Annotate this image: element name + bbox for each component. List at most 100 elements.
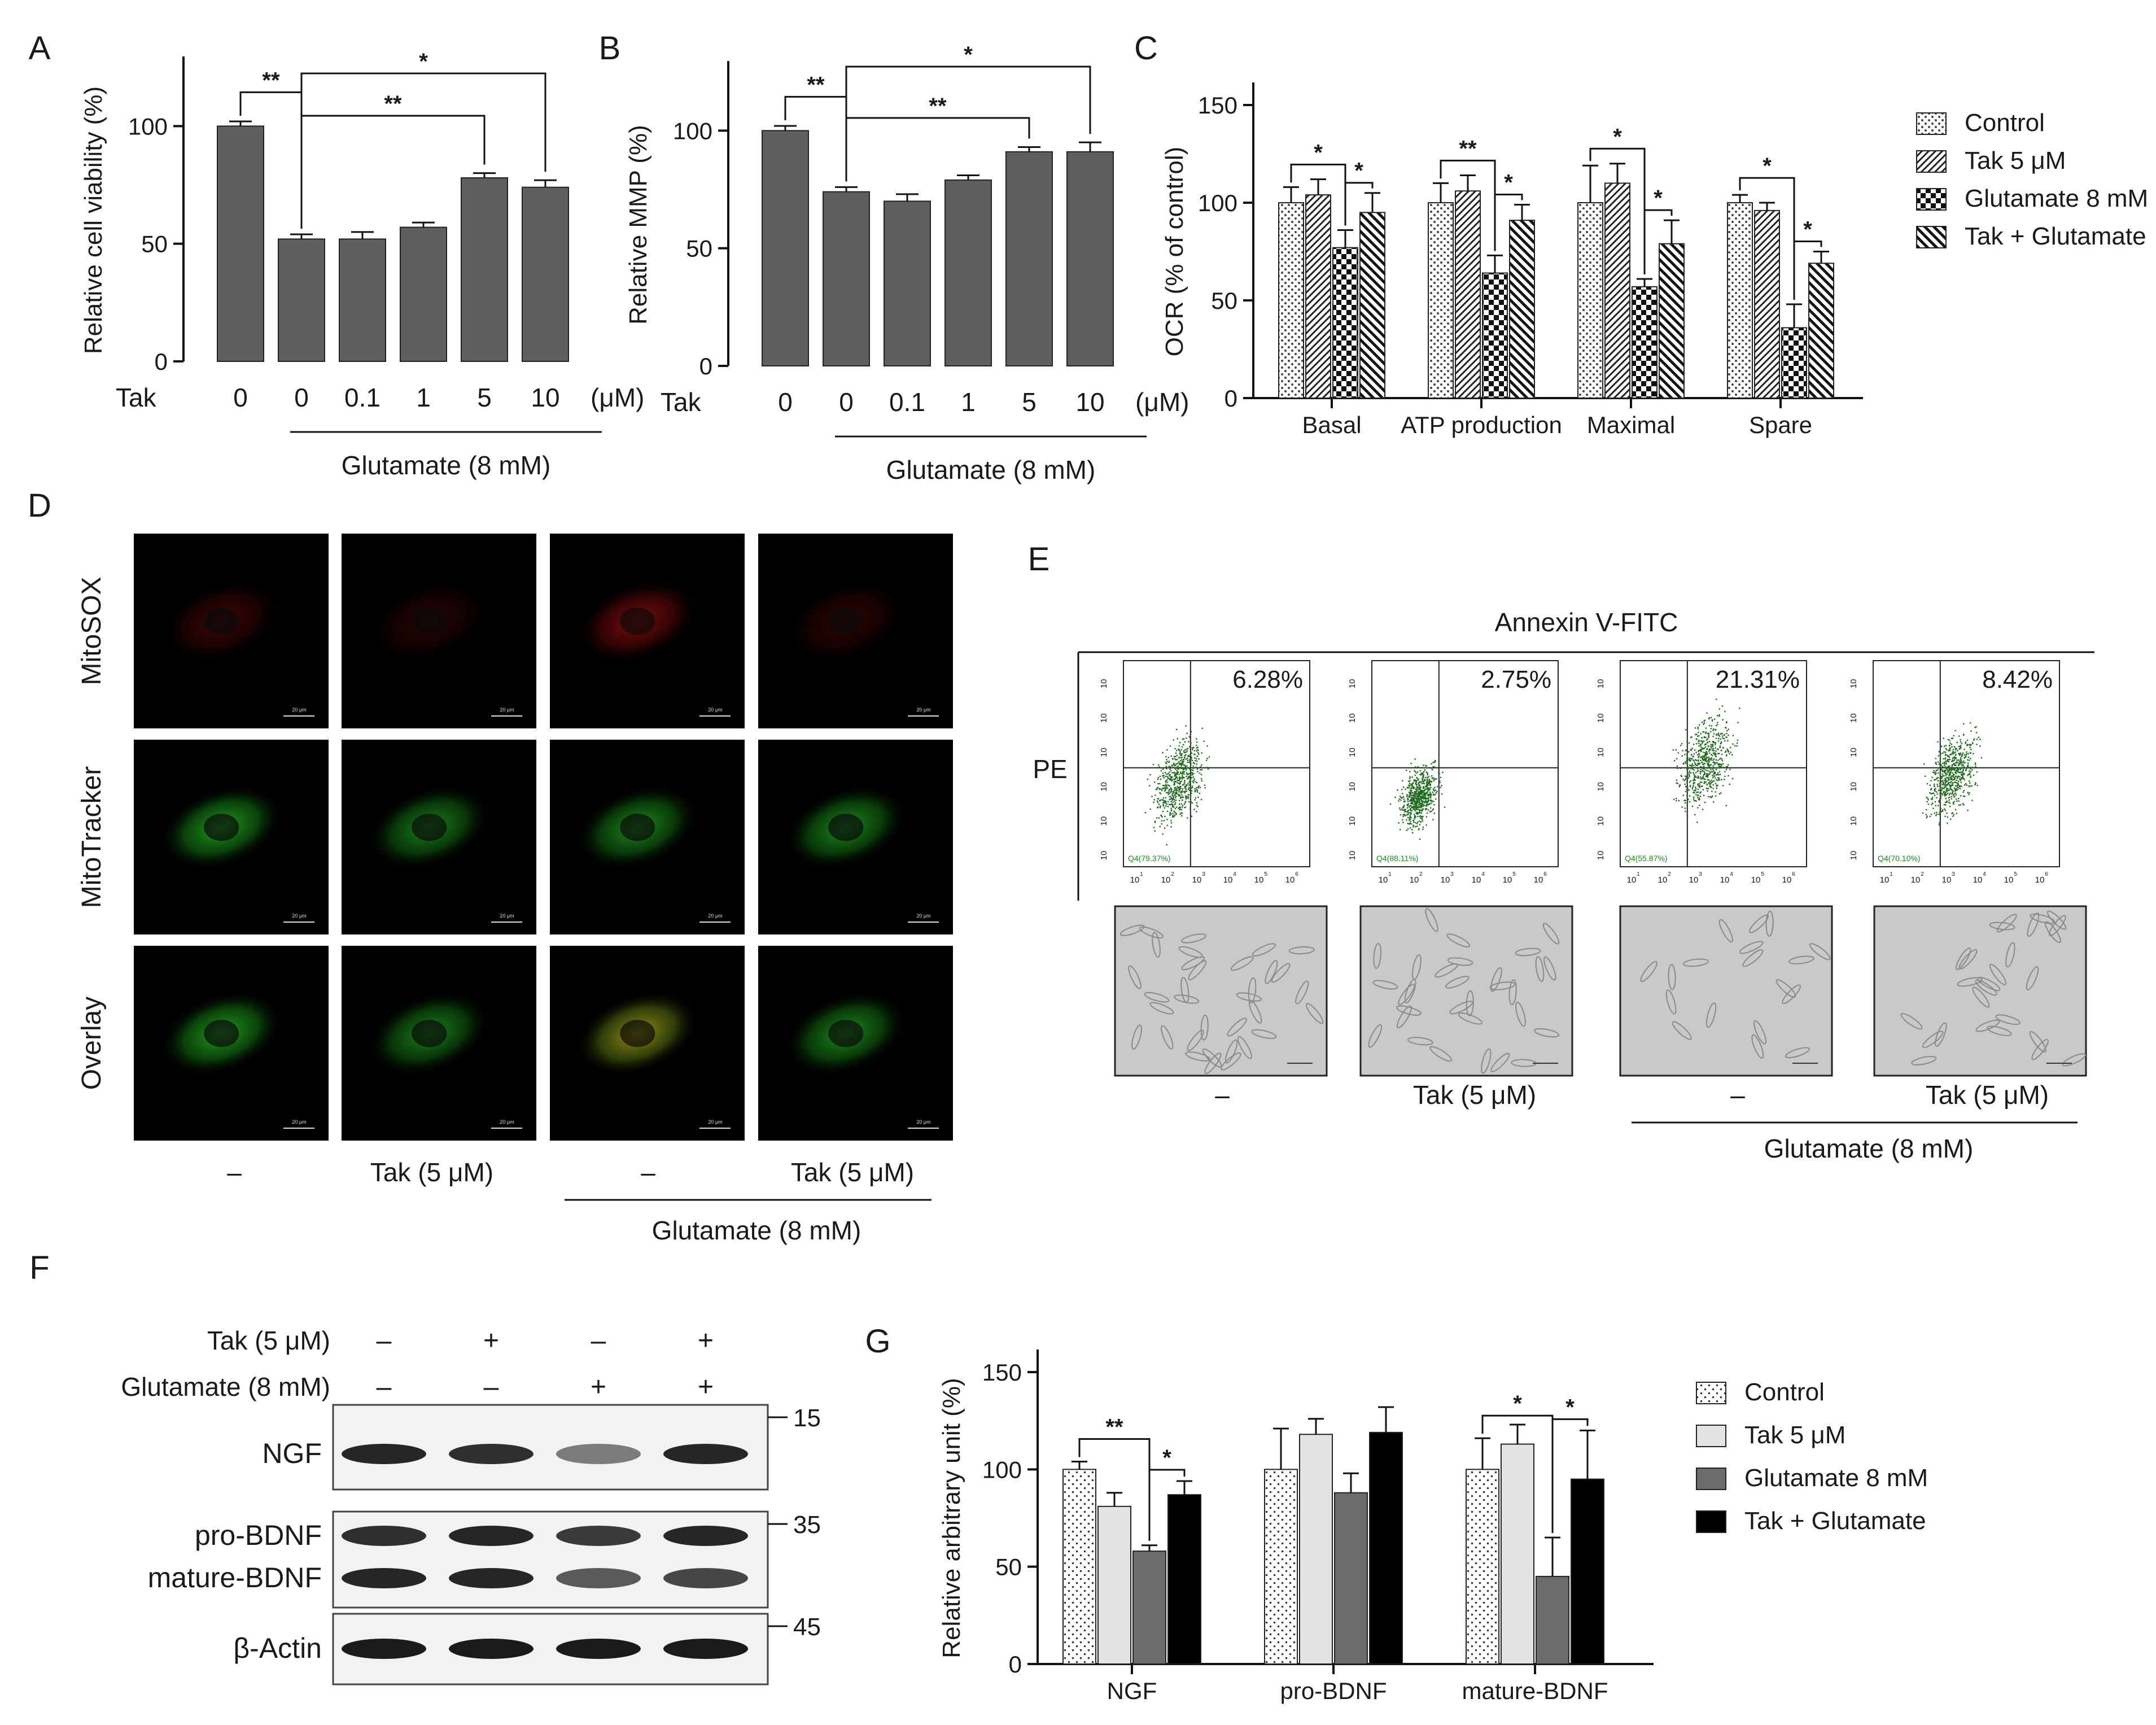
e-scatter-dot — [1944, 793, 1946, 794]
e-scatter-dot — [1948, 768, 1950, 770]
e-cell-outline — [1128, 965, 1142, 989]
a-x-tick-label: 0 — [294, 383, 309, 412]
e-scatter-dot — [1958, 787, 1960, 789]
e-scatter-dot — [1953, 735, 1954, 737]
e-scatter-dot — [1189, 767, 1191, 769]
e-scatter-dot — [1951, 782, 1953, 784]
e-scatter-dot — [1157, 802, 1159, 803]
e-scatter-dot — [1938, 824, 1940, 826]
e-scatter-dot — [1168, 761, 1170, 763]
e-scatter-dot — [1187, 748, 1189, 749]
e-cell-outline — [1429, 1046, 1453, 1062]
e-scatter-dot — [1171, 810, 1173, 811]
e-scatter-dot — [1193, 780, 1195, 781]
e-scatter-dot — [1941, 794, 1943, 796]
e-scatter-frame — [1123, 660, 1310, 867]
e-scatter-dot — [1717, 763, 1718, 765]
e-scatter-dot — [1934, 774, 1936, 775]
e-scatter-dot — [1699, 763, 1701, 765]
e-scatter-dot — [1976, 739, 1978, 740]
e-scatter-dot — [1400, 814, 1402, 816]
e-scatter-dot — [1415, 803, 1416, 806]
e-scatter-dot — [1685, 729, 1687, 731]
a-y-tick-label: 0 — [155, 348, 168, 375]
e-scatter-dot — [1686, 780, 1688, 782]
e-scatter-dot — [1702, 809, 1704, 810]
e-scatter-dot — [1940, 778, 1943, 779]
e-scatter-dot — [1418, 809, 1420, 811]
e-scatter-dot — [1946, 773, 1948, 775]
e-scatter-dot — [1412, 826, 1414, 828]
e-scatter-plot: 21.31%Q4(55.87%)101101021010310104101051… — [1596, 660, 1807, 885]
e-scatter-dot — [1184, 806, 1186, 809]
e-cell-outline — [1955, 947, 1971, 971]
b-bar — [1005, 151, 1053, 366]
f-blot-band — [556, 1526, 641, 1546]
e-scatter-dot — [1411, 792, 1414, 794]
e-scatter-dot — [1961, 774, 1962, 776]
e-scatter-dot — [1695, 739, 1697, 740]
e-x-tick-exponent: 1 — [1140, 871, 1143, 877]
e-scatter-dot — [1411, 803, 1412, 805]
e-scatter-dot — [1699, 799, 1700, 801]
e-scatter-dot — [1179, 752, 1182, 754]
e-scatter-dot — [1713, 758, 1715, 760]
e-scatter-dot — [1715, 754, 1716, 755]
e-scatter-dot — [1960, 745, 1962, 746]
e-scatter-dot — [1960, 741, 1962, 743]
e-x-tick-label: 10 — [1751, 875, 1761, 885]
e-scatter-dot — [1962, 771, 1963, 773]
e-scatter-dot — [1432, 800, 1433, 802]
e-scatter-dot — [1703, 758, 1705, 760]
e-scatter-dot — [1412, 803, 1414, 805]
e-scatter-dot — [1422, 797, 1423, 800]
e-scatter-dot — [1963, 754, 1965, 755]
e-scatter-dot — [1419, 820, 1420, 822]
e-scatter-dot — [1418, 783, 1419, 784]
e-scatter-dot — [1167, 772, 1169, 775]
e-scatter-dot — [1415, 791, 1417, 793]
e-scatter-dot — [1940, 775, 1941, 778]
e-scatter-dot — [1420, 812, 1422, 814]
e-x-tick-exponent: 2 — [1419, 871, 1423, 877]
a-bar — [339, 238, 386, 363]
e-scatter-dot — [1715, 774, 1717, 776]
e-scatter-dot — [1171, 765, 1173, 767]
e-scatter-dot — [1718, 753, 1720, 754]
e-scatter-dot — [1189, 780, 1191, 781]
e-scatter-dot — [1944, 763, 1945, 765]
e-scatter-dot — [1181, 794, 1183, 796]
e-scatter-dot — [1705, 776, 1707, 778]
e-scatter-dot — [1179, 760, 1181, 762]
e-scatter-dot — [1965, 783, 1967, 785]
e-scatter-dot — [1422, 826, 1424, 828]
e-scatter-dot — [1929, 815, 1931, 818]
e-scatter-dot — [1971, 785, 1973, 787]
e-scatter-dot — [1941, 769, 1944, 771]
e-y-tick-label: 10 — [1099, 679, 1109, 688]
e-scatter-dot — [1416, 787, 1419, 789]
e-scatter-dot — [1189, 768, 1191, 770]
e-cell-outline — [1977, 976, 2001, 992]
e-scatter-dot — [1975, 782, 1976, 784]
e-scatter-dot — [1421, 810, 1423, 812]
e-scatter-dot — [1425, 776, 1427, 779]
e-scatter-dot — [1706, 783, 1708, 785]
e-scatter-dot — [1175, 788, 1178, 790]
e-scatter-dot — [1166, 761, 1168, 763]
e-scatter-dot — [1186, 767, 1188, 769]
e-scatter-dot — [1416, 798, 1418, 800]
e-scatter-dot — [1948, 767, 1950, 769]
e-scatter-dot — [1935, 763, 1938, 765]
e-scatter-dot — [1693, 772, 1694, 774]
e-scatter-dot — [1415, 783, 1417, 785]
c-significance-label: ** — [1459, 136, 1477, 161]
e-scatter-dot — [1726, 732, 1728, 735]
e-scatter-dot — [1195, 760, 1196, 762]
e-scatter-dot — [1941, 793, 1943, 795]
e-scatter-dot — [1934, 812, 1935, 814]
e-scatter-dot — [1941, 784, 1943, 785]
e-scatter-dot — [1422, 802, 1423, 803]
e-scatter-dot — [1708, 736, 1709, 739]
